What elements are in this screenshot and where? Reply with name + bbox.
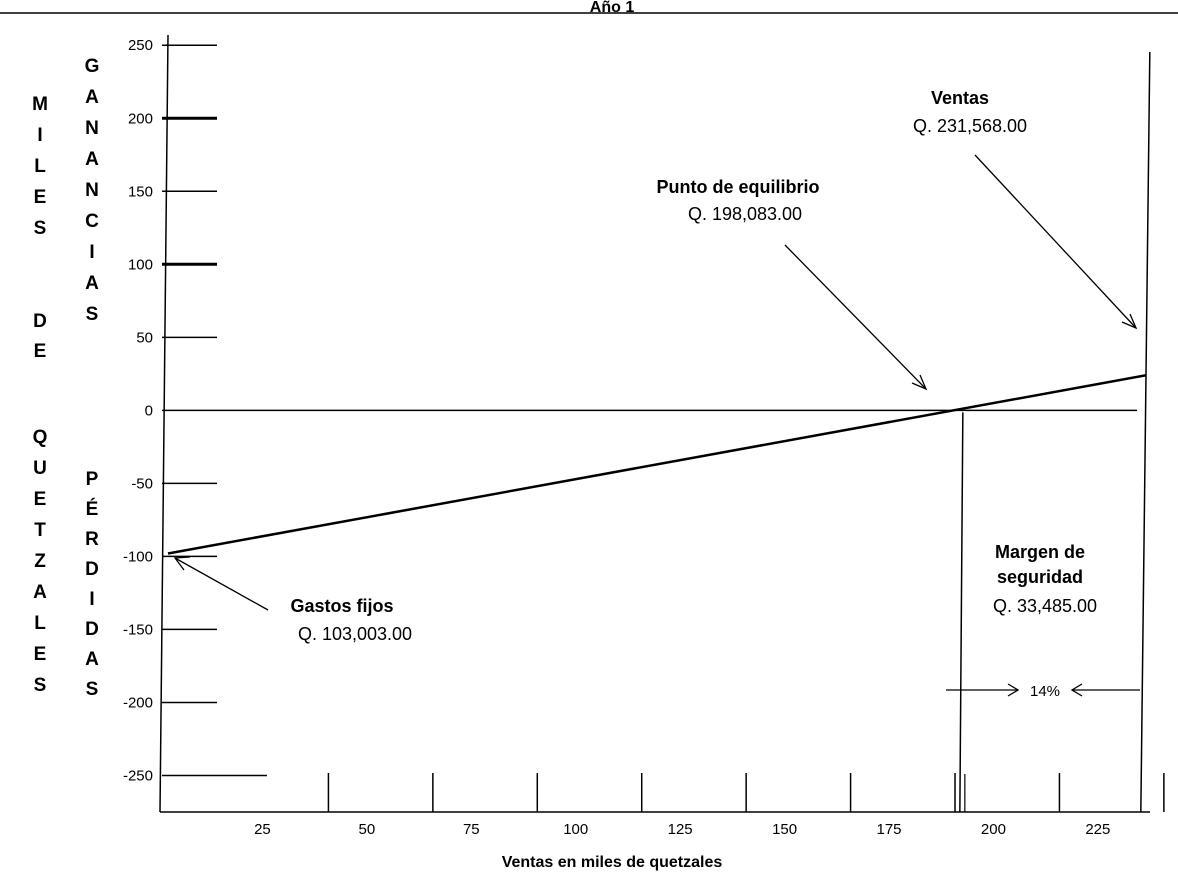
y-axis [159,34,169,813]
margin-percent: 14% [1030,683,1060,700]
y-tick-label: 50 [136,329,153,346]
axis-label-letter: A [85,649,99,670]
y-tick-label: 0 [145,402,153,419]
axis-label-letter: A [85,87,99,108]
margin-label-line2: seguridad [997,567,1083,587]
y-tick-label: 100 [128,256,153,273]
sales-vertical-line [1140,51,1151,813]
axis-label-letter: A [33,582,47,603]
axis-label-letter: A [85,273,99,294]
breakeven-value: Q. 198,083.00 [688,204,802,224]
axis-label-letter: Z [34,551,46,572]
fixed-costs-value: Q. 103,003.00 [298,624,412,644]
x-axis-title: Ventas en miles de quetzales [502,854,723,871]
breakeven-vertical-line [959,412,964,813]
x-tick-label: 50 [359,821,376,838]
axis-label-letter: L [34,156,46,177]
x-tick-label: 75 [463,821,480,838]
breakeven-arrow [784,244,928,391]
axis-label-letter: C [85,211,99,232]
axis-label-letter: N [85,118,99,139]
axis-label-letter: D [85,619,99,640]
axis-label-letter: E [34,644,47,665]
axis-label-letter: Q [33,427,48,448]
y-tick-label: 150 [128,183,153,200]
margin-value: Q. 33,485.00 [993,596,1097,616]
axis-label-letter: N [85,180,99,201]
x-tick-label: 200 [981,821,1006,838]
axis-label-letter: É [86,498,99,520]
axis-label-letter: P [86,469,99,490]
axis-label-letter: E [34,341,47,362]
fixed-costs-label: Gastos fijos [290,596,393,616]
breakeven-label: Punto de equilibrio [657,177,820,197]
x-tick-label: 125 [668,821,693,838]
axis-label-letter: S [34,218,47,239]
y-tick-label: 250 [128,37,153,54]
axis-label-letter: I [37,125,42,146]
axis-label-letter: E [34,187,47,208]
axis-label-letter: D [33,311,47,332]
sales-value: Q. 231,568.00 [913,116,1027,136]
profit-line [167,374,1147,555]
axis-label-letter: S [34,675,47,696]
y-tick-label: 200 [128,110,153,127]
y-tick-label: -100 [123,548,153,565]
margin-arrows [946,683,1140,697]
margin-label-line1: Margen de [995,542,1085,562]
x-tick-label: 100 [563,821,588,838]
fixed-costs-arrow [173,556,269,611]
x-ticks: 25 50 75 100 125 150 175 200 225 [254,773,1165,838]
axis-label-letter: G [85,56,100,77]
chart-title: Año 1 [590,0,635,16]
sales-arrow [974,154,1138,330]
x-tick-label: 25 [254,821,271,838]
axis-label-letter: T [34,520,46,541]
axis-label-letter: L [34,613,46,634]
axis-label-letter: A [85,149,99,170]
axis-label-letter: S [86,304,99,325]
axis-label-letter: D [85,559,99,580]
axis-label-letter: E [34,489,47,510]
y-tick-label: -250 [123,767,153,784]
axis-label-letter: I [89,242,94,263]
x-tick-label: 175 [876,821,901,838]
sales-label: Ventas [931,88,989,108]
x-tick-label: 150 [772,821,797,838]
axis-label-letter: I [89,589,94,610]
axis-label-letter: S [86,679,99,700]
y-tick-label: -50 [131,475,153,492]
y-tick-label: -200 [123,694,153,711]
axis-label-letter: R [85,529,99,550]
x-tick-label: 225 [1085,821,1110,838]
axis-label-letter: M [32,94,48,115]
y-ticks: 250 200 150 100 50 0 -50 -100 -150 -200 -250 [123,37,267,784]
axis-label-letter: U [33,458,47,479]
y-tick-label: -150 [123,621,153,638]
